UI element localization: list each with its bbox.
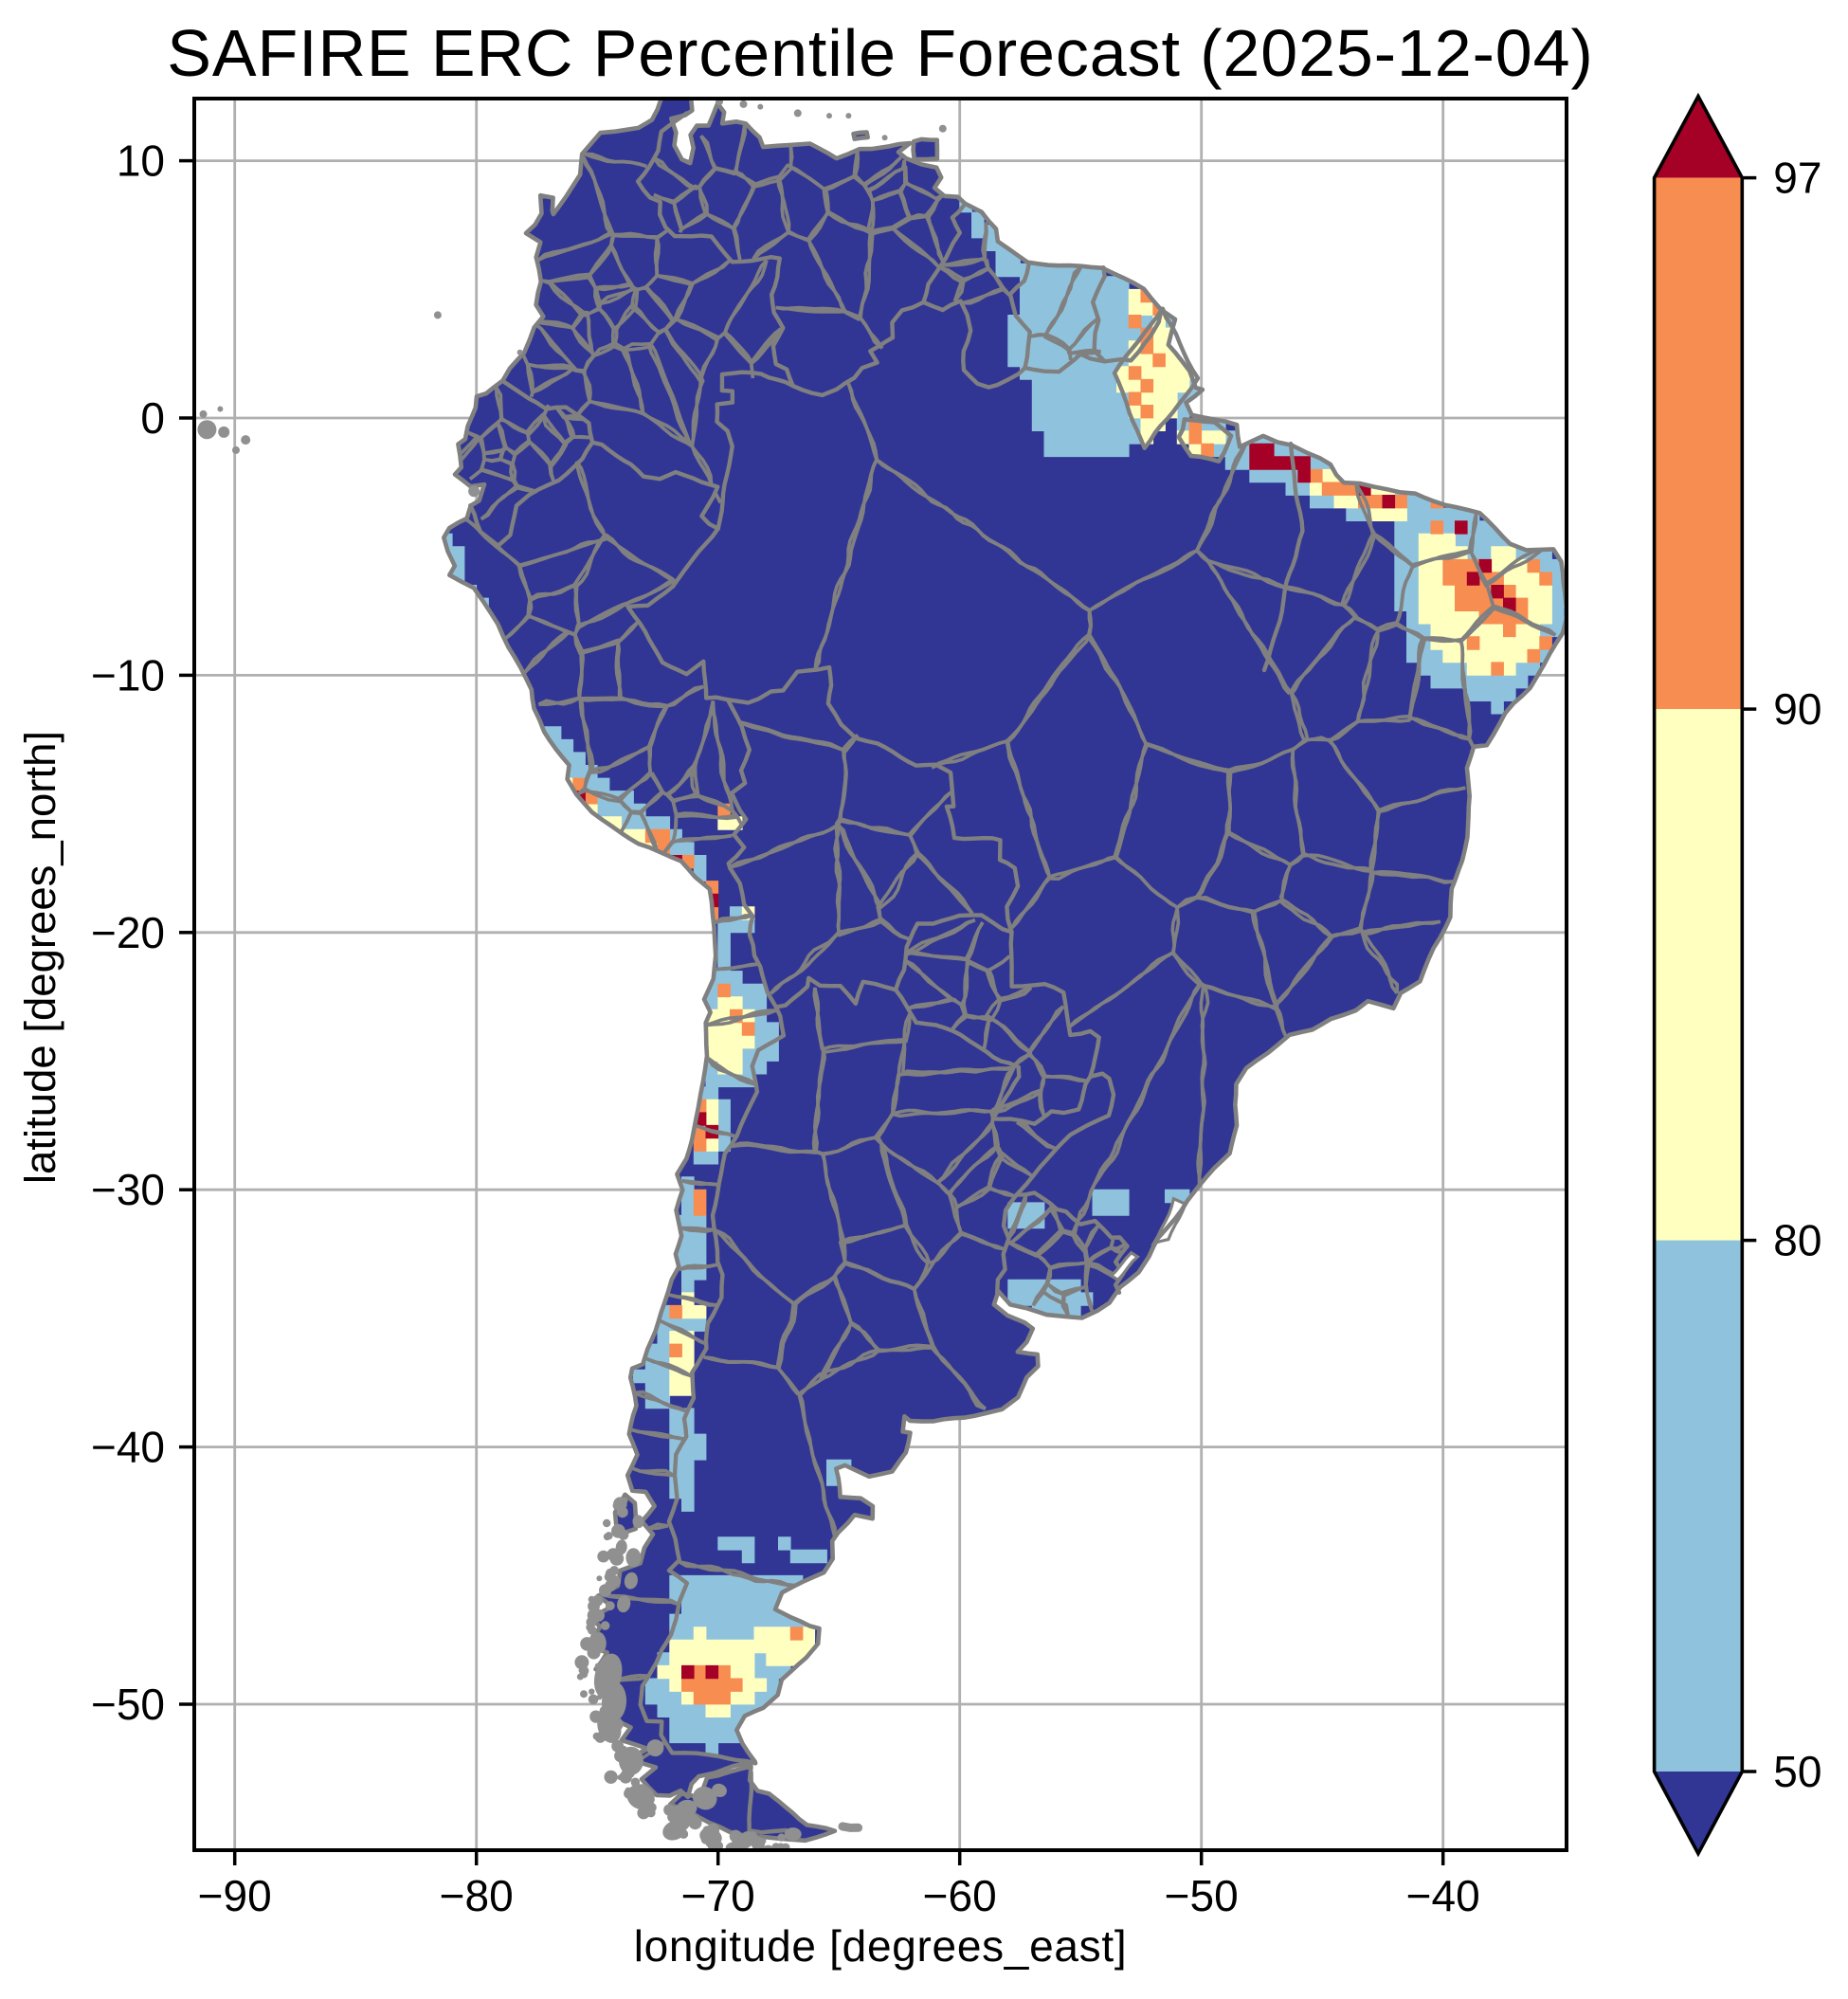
svg-text:−80: −80 bbox=[440, 1871, 514, 1920]
svg-text:−40: −40 bbox=[91, 1423, 165, 1472]
svg-text:50: 50 bbox=[1773, 1747, 1821, 1796]
svg-text:90: 90 bbox=[1773, 684, 1821, 734]
svg-text:80: 80 bbox=[1773, 1216, 1821, 1265]
svg-text:0: 0 bbox=[140, 393, 165, 443]
svg-text:−50: −50 bbox=[1165, 1871, 1239, 1920]
svg-text:−10: −10 bbox=[91, 650, 165, 700]
svg-text:−20: −20 bbox=[91, 908, 165, 957]
svg-text:longitude [degrees_east]: longitude [degrees_east] bbox=[634, 1921, 1128, 1971]
svg-text:97: 97 bbox=[1773, 154, 1821, 203]
svg-text:−50: −50 bbox=[91, 1680, 165, 1729]
svg-text:latitude [degrees_north]: latitude [degrees_north] bbox=[16, 731, 64, 1184]
svg-text:SAFIRE ERC Percentile Forecast: SAFIRE ERC Percentile Forecast (2025-12-… bbox=[167, 16, 1593, 90]
svg-text:−30: −30 bbox=[91, 1165, 165, 1214]
svg-text:−60: −60 bbox=[923, 1871, 997, 1920]
svg-text:10: 10 bbox=[117, 136, 165, 186]
svg-text:−70: −70 bbox=[681, 1871, 755, 1920]
svg-text:−40: −40 bbox=[1406, 1871, 1480, 1920]
svg-text:−90: −90 bbox=[198, 1871, 272, 1920]
